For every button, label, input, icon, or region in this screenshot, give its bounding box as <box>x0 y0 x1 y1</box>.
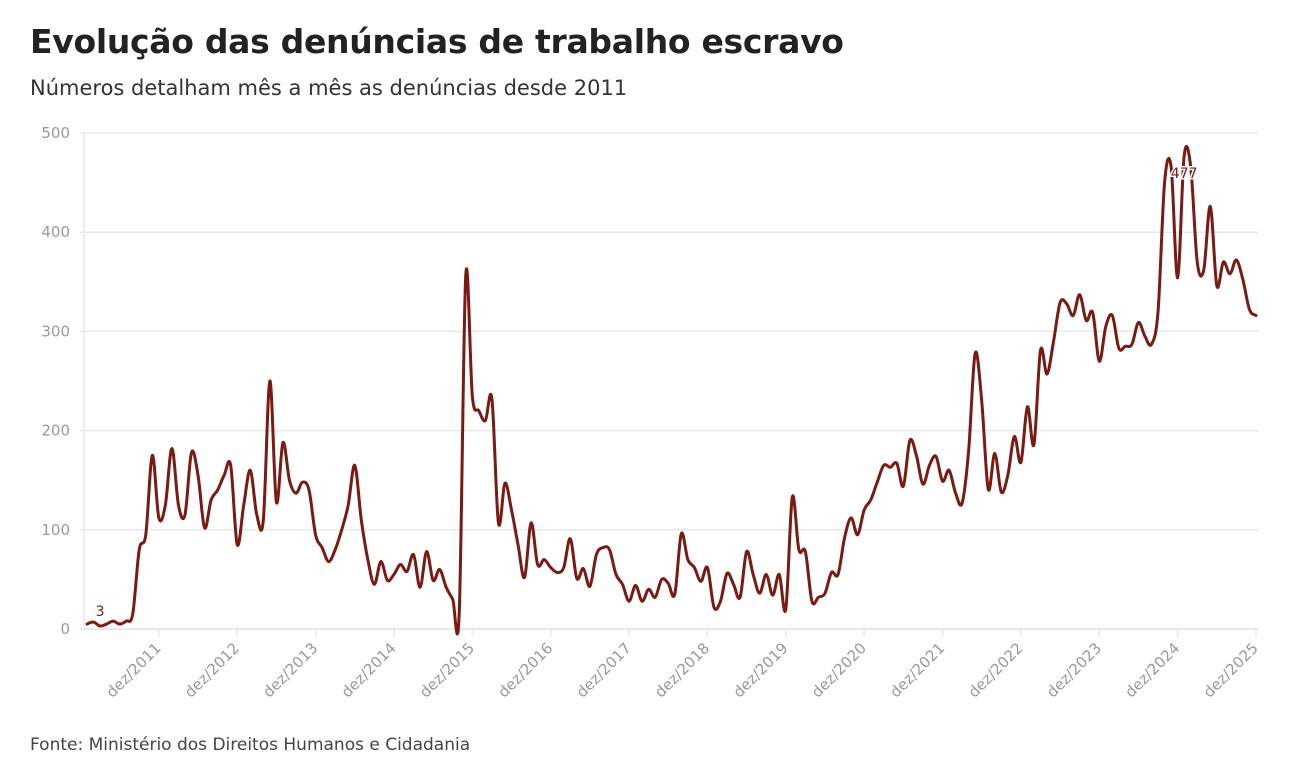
gridlines <box>80 132 1258 630</box>
x-tick-label: dez/2021 <box>886 639 948 701</box>
x-tick-label: dez/2022 <box>965 639 1027 701</box>
y-tick-label: 200 <box>41 422 70 440</box>
source-note: Fonte: Ministério dos Direitos Humanos e… <box>30 735 471 755</box>
x-tick-label: dez/2012 <box>181 639 243 701</box>
data-label: 477 <box>1171 166 1198 182</box>
x-tick-label: dez/2024 <box>1121 639 1183 701</box>
y-tick-label: 0 <box>60 620 70 638</box>
x-tick-label: dez/2016 <box>494 639 556 701</box>
x-axis: dez/2011 dez/2012 dez/2013 dez/2014 dez/2015… <box>103 629 1262 701</box>
y-tick-label: 400 <box>41 223 70 241</box>
data-points <box>86 155 1257 627</box>
x-tick-label: dez/2015 <box>416 639 478 701</box>
x-tick-label: dez/2018 <box>651 639 713 701</box>
y-axis: 0 100 200 300 400 500 <box>41 124 70 638</box>
x-tick-label: dez/2025 <box>1200 639 1262 701</box>
y-tick-label: 300 <box>41 322 70 340</box>
x-tick-label: dez/2020 <box>808 639 870 701</box>
x-tick-label: dez/2023 <box>1043 639 1105 701</box>
annotations: 3 477 <box>96 164 1199 620</box>
x-tick-label: dez/2014 <box>338 639 400 701</box>
y-tick-label: 100 <box>41 521 70 539</box>
x-tick-label: dez/2019 <box>729 639 791 701</box>
x-tick-label: dez/2017 <box>573 639 635 701</box>
data-label: 3 <box>96 604 105 620</box>
x-tick-label: dez/2013 <box>259 639 321 701</box>
series-line <box>85 144 1258 636</box>
chart-subtitle: Números detalham mês a mês as denúncias … <box>30 76 628 100</box>
chart-title: Evolução das denúncias de trabalho escra… <box>30 22 844 61</box>
x-tick-label: dez/2011 <box>103 639 165 701</box>
y-tick-label: 500 <box>41 124 70 142</box>
